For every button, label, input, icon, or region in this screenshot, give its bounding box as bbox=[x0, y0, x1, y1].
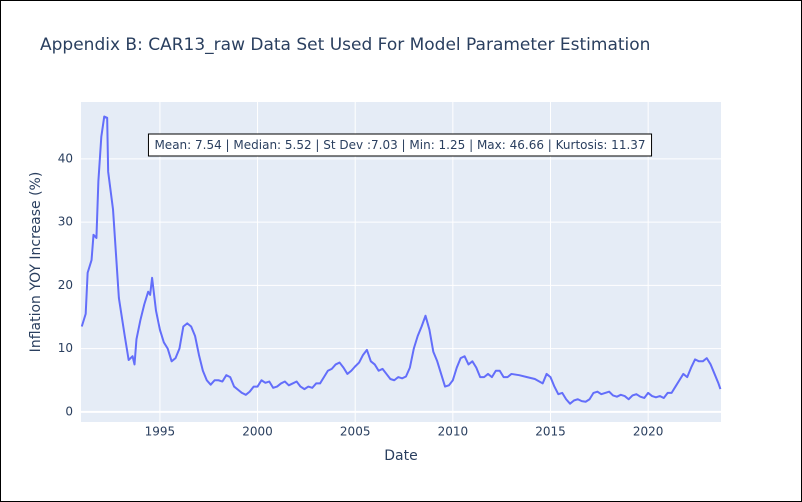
y-tick-label: 0 bbox=[65, 404, 73, 418]
x-tick-label: 2000 bbox=[242, 425, 273, 439]
x-tick-label: 2005 bbox=[340, 425, 371, 439]
x-tick-label: 1995 bbox=[145, 425, 176, 439]
y-tick-label: 30 bbox=[58, 215, 73, 229]
y-tick-label: 40 bbox=[58, 151, 73, 165]
annotation: Mean: 7.54 | Median: 5.52 | St Dev :7.03… bbox=[154, 138, 645, 152]
annotation-box bbox=[147, 133, 653, 157]
x-tick-label: 2010 bbox=[438, 425, 469, 439]
y-tick-label: 10 bbox=[58, 341, 73, 355]
x-axis-label: Date bbox=[384, 448, 417, 464]
y-tick-label: 20 bbox=[58, 278, 73, 292]
x-tick-label: 2015 bbox=[535, 425, 566, 439]
x-tick-label: 2020 bbox=[633, 425, 664, 439]
y-axis-label: Inflation YOY Increase (%) bbox=[28, 172, 44, 353]
chart-title: Appendix B: CAR13_raw Data Set Used For … bbox=[40, 35, 650, 55]
data-line bbox=[80, 115, 722, 405]
